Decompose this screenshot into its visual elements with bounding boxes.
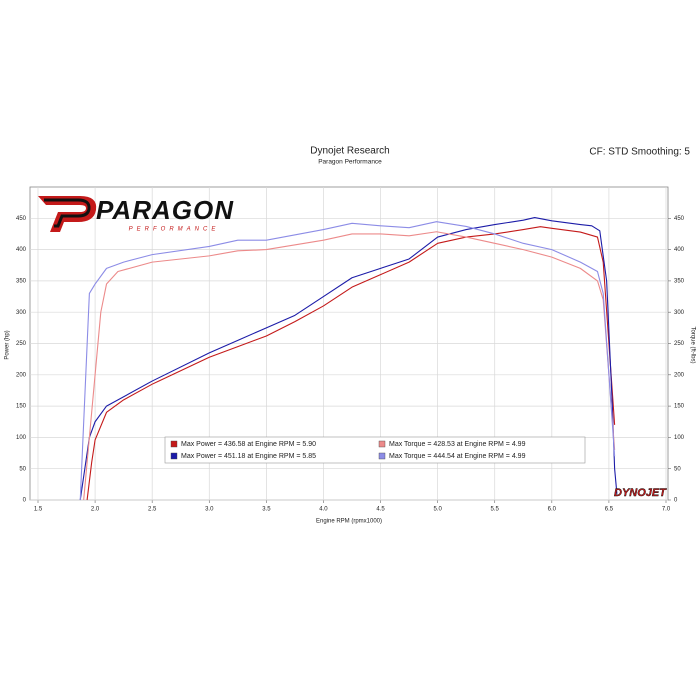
legend-label: Max Power = 436.58 at Engine RPM = 5.90: [181, 441, 316, 448]
y-tick-label: 50: [19, 466, 26, 472]
y-tick-label: 400: [16, 247, 27, 253]
logo-tagline: PERFORMANCE: [129, 227, 220, 233]
legend-box: [164, 436, 586, 464]
x-tick-label: 2.0: [91, 507, 100, 513]
y-tick-label: 300: [16, 310, 27, 316]
y2-tick-label: 250: [674, 341, 685, 347]
y-axis-title: Power (hp): [5, 330, 11, 359]
x-axis-title: Engine RPM (rpmx1000): [316, 519, 382, 525]
y2-axis-title: Torque (ft-lbs): [689, 326, 695, 363]
y-tick-label: 200: [16, 372, 27, 378]
x-tick-label: 4.0: [319, 507, 328, 513]
legend-swatch: [170, 440, 178, 448]
y-tick-label: 350: [16, 278, 27, 284]
y2-tick-label: 0: [674, 498, 678, 504]
logo-mark-outline: [44, 198, 91, 228]
series-line: [83, 231, 616, 501]
x-tick-label: 2.5: [148, 507, 157, 513]
y-tick-label: 100: [16, 435, 27, 441]
x-tick-label: 5.5: [491, 507, 500, 513]
y2-tick-label: 350: [674, 278, 685, 284]
legend-swatch: [170, 452, 178, 460]
y2-tick-label: 400: [674, 247, 685, 253]
y-tick-label: 250: [16, 341, 27, 347]
y2-tick-label: 150: [674, 404, 685, 410]
legend-label: Max Torque = 428.53 at Engine RPM = 4.99: [389, 441, 526, 448]
logo-text: PARAGON: [96, 195, 234, 225]
x-tick-label: 4.5: [376, 507, 385, 513]
y2-tick-label: 450: [674, 216, 685, 222]
chart-title: Dynojet Research: [310, 146, 389, 157]
legend-label: Max Torque = 444.54 at Engine RPM = 4.99: [389, 453, 526, 460]
x-tick-label: 3.5: [262, 507, 271, 513]
x-tick-label: 5.0: [433, 507, 442, 513]
logo-mark: [38, 196, 97, 232]
y-tick-label: 450: [16, 216, 27, 222]
x-tick-label: 3.0: [205, 507, 214, 513]
annotation: CF: STD Smoothing: 5: [589, 147, 690, 158]
legend: Max Power = 436.58 at Engine RPM = 5.90 M…: [164, 436, 586, 464]
lines: [79, 217, 618, 501]
chart-subtitle: Paragon Performance: [318, 159, 382, 166]
y2-tick-label: 200: [674, 372, 685, 378]
series-line: [79, 217, 618, 501]
x-tick-label: 6.5: [605, 507, 614, 513]
y2-tick-label: 50: [674, 466, 681, 472]
series-line: [79, 221, 616, 501]
logo: PARAGON PERFORMANCE: [38, 195, 234, 233]
y2-tick-label: 100: [674, 435, 685, 441]
legend-label: Max Power = 451.18 at Engine RPM = 5.85: [181, 453, 316, 460]
x-tick-label: 7.0: [662, 507, 671, 513]
x-tick-label: 1.5: [34, 507, 43, 513]
x-tick-label: 6.0: [548, 507, 557, 513]
brand: DYNOJET: [614, 487, 667, 499]
y-tick-label: 0: [23, 498, 27, 504]
legend-swatch: [378, 440, 386, 448]
y-tick-label: 150: [16, 404, 27, 410]
series-line: [86, 226, 616, 501]
y2-tick-label: 300: [674, 310, 685, 316]
legend-swatch: [378, 452, 386, 460]
